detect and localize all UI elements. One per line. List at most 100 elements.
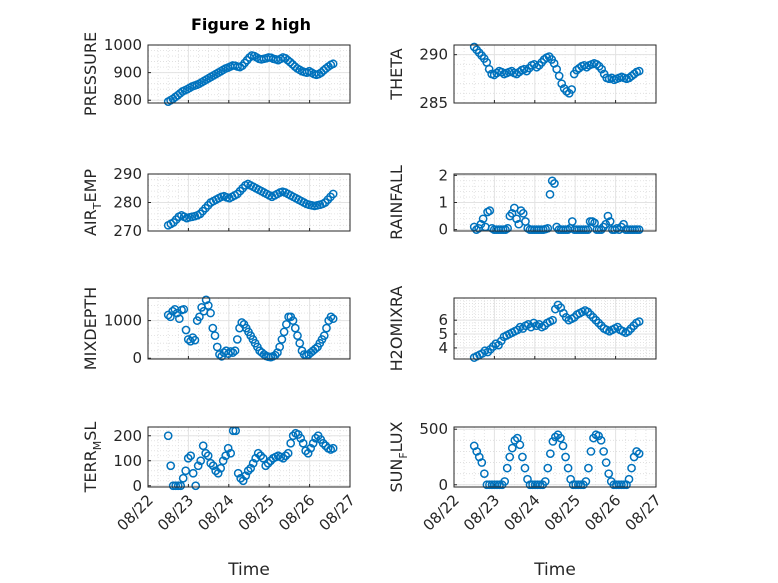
axes-box — [147, 173, 351, 232]
x-axis-label: Time — [227, 560, 270, 580]
y-tick-label: 280 — [113, 194, 142, 212]
data-point — [583, 225, 593, 234]
y-tick-label: 285 — [419, 94, 448, 112]
y-tick-label: 6 — [438, 311, 448, 329]
data-point — [212, 342, 222, 352]
data-point — [507, 209, 517, 218]
data-point — [500, 477, 510, 486]
data-point — [594, 431, 603, 441]
data-point — [476, 219, 486, 229]
data-point — [328, 59, 338, 69]
y-tick-label: 200 — [113, 427, 142, 445]
data-point — [218, 456, 228, 466]
data-point — [286, 438, 296, 448]
data-point — [215, 350, 224, 359]
axes-rainfall: 0 1 2 RAINFALL — [387, 165, 657, 240]
data-point — [604, 469, 614, 479]
axes-box — [453, 173, 657, 232]
data-point — [195, 312, 204, 322]
y-axis-label: RAINFALL — [387, 165, 406, 240]
data-point — [228, 348, 238, 357]
data-point — [328, 189, 338, 199]
data-point — [492, 480, 502, 490]
y-tick-label: 1 — [438, 194, 448, 212]
data-point — [181, 325, 191, 335]
y-tick-label: 100 — [113, 452, 142, 470]
data-point — [617, 480, 626, 490]
data-point — [634, 66, 644, 76]
x-tick-label: 08/25 — [541, 491, 584, 534]
y-axis-label: TERRMSL — [81, 422, 104, 494]
data-point — [208, 461, 218, 471]
data-point — [548, 315, 557, 325]
data-point — [288, 431, 298, 441]
data-point — [322, 323, 331, 333]
data-point — [548, 437, 558, 446]
y-axis-label: SUNFLUX — [387, 421, 410, 492]
y-tick-label: 0 — [438, 476, 448, 494]
data-point — [505, 452, 515, 462]
data-point — [275, 342, 285, 352]
y-tick-label: 290 — [113, 165, 142, 183]
data-point — [290, 323, 300, 333]
data-point — [632, 447, 641, 456]
data-point — [193, 461, 203, 471]
data-point — [237, 318, 247, 327]
data-point — [281, 451, 291, 461]
data-point — [175, 314, 184, 324]
data-point — [293, 331, 302, 340]
data-point — [241, 471, 251, 481]
y-axis-label: MIXDEPTH — [81, 287, 100, 370]
data-point — [601, 219, 611, 229]
data-point — [586, 447, 596, 456]
data-point — [277, 335, 287, 344]
y-tick-label: 500 — [419, 420, 448, 438]
data-point — [216, 463, 226, 473]
data-point — [196, 456, 206, 466]
x-tick-label: 08/27 — [622, 491, 665, 534]
axes-box — [147, 44, 351, 104]
axes-theta: 285 290 THETA — [387, 42, 657, 112]
data-point — [253, 448, 263, 458]
data-point — [198, 441, 208, 451]
y-axis-label: THETA — [387, 48, 406, 100]
y-axis-label: PRESSURE — [81, 32, 100, 116]
x-tick-label: 08/24 — [194, 491, 237, 534]
x-tick-label: 08/22 — [420, 491, 463, 534]
x-tick-label: 08/22 — [114, 491, 157, 534]
data-point — [173, 481, 183, 491]
data-point — [619, 219, 628, 229]
data-point — [515, 440, 525, 450]
data-point — [248, 458, 258, 468]
y-tick-label: 0 — [132, 349, 142, 367]
data-point — [186, 451, 196, 461]
y-tick-label: 1000 — [104, 312, 142, 330]
data-point — [203, 451, 213, 461]
data-point — [634, 449, 644, 459]
data-point — [584, 463, 593, 473]
data-point — [221, 451, 231, 461]
data-point — [201, 448, 211, 458]
x-tick-label: 08/23 — [154, 491, 197, 534]
x-tick-label: 08/25 — [235, 491, 278, 534]
data-point — [592, 59, 602, 69]
figure-title: Figure 2 high — [191, 15, 311, 34]
data-point — [318, 438, 328, 448]
data-point — [545, 190, 555, 199]
data-point — [502, 463, 512, 473]
data-point — [295, 338, 305, 348]
data-point — [206, 458, 216, 468]
data-point — [326, 312, 336, 322]
data-point — [279, 327, 289, 337]
y-tick-label: 2 — [438, 166, 448, 184]
axes-box — [147, 426, 351, 488]
data-point — [567, 85, 577, 94]
data-point — [310, 344, 320, 354]
data-point — [166, 461, 176, 471]
data-point — [485, 206, 495, 215]
data-point — [507, 443, 517, 453]
x-tick-label: 08/27 — [316, 491, 359, 534]
data-point — [311, 433, 321, 443]
data-point — [261, 461, 271, 471]
